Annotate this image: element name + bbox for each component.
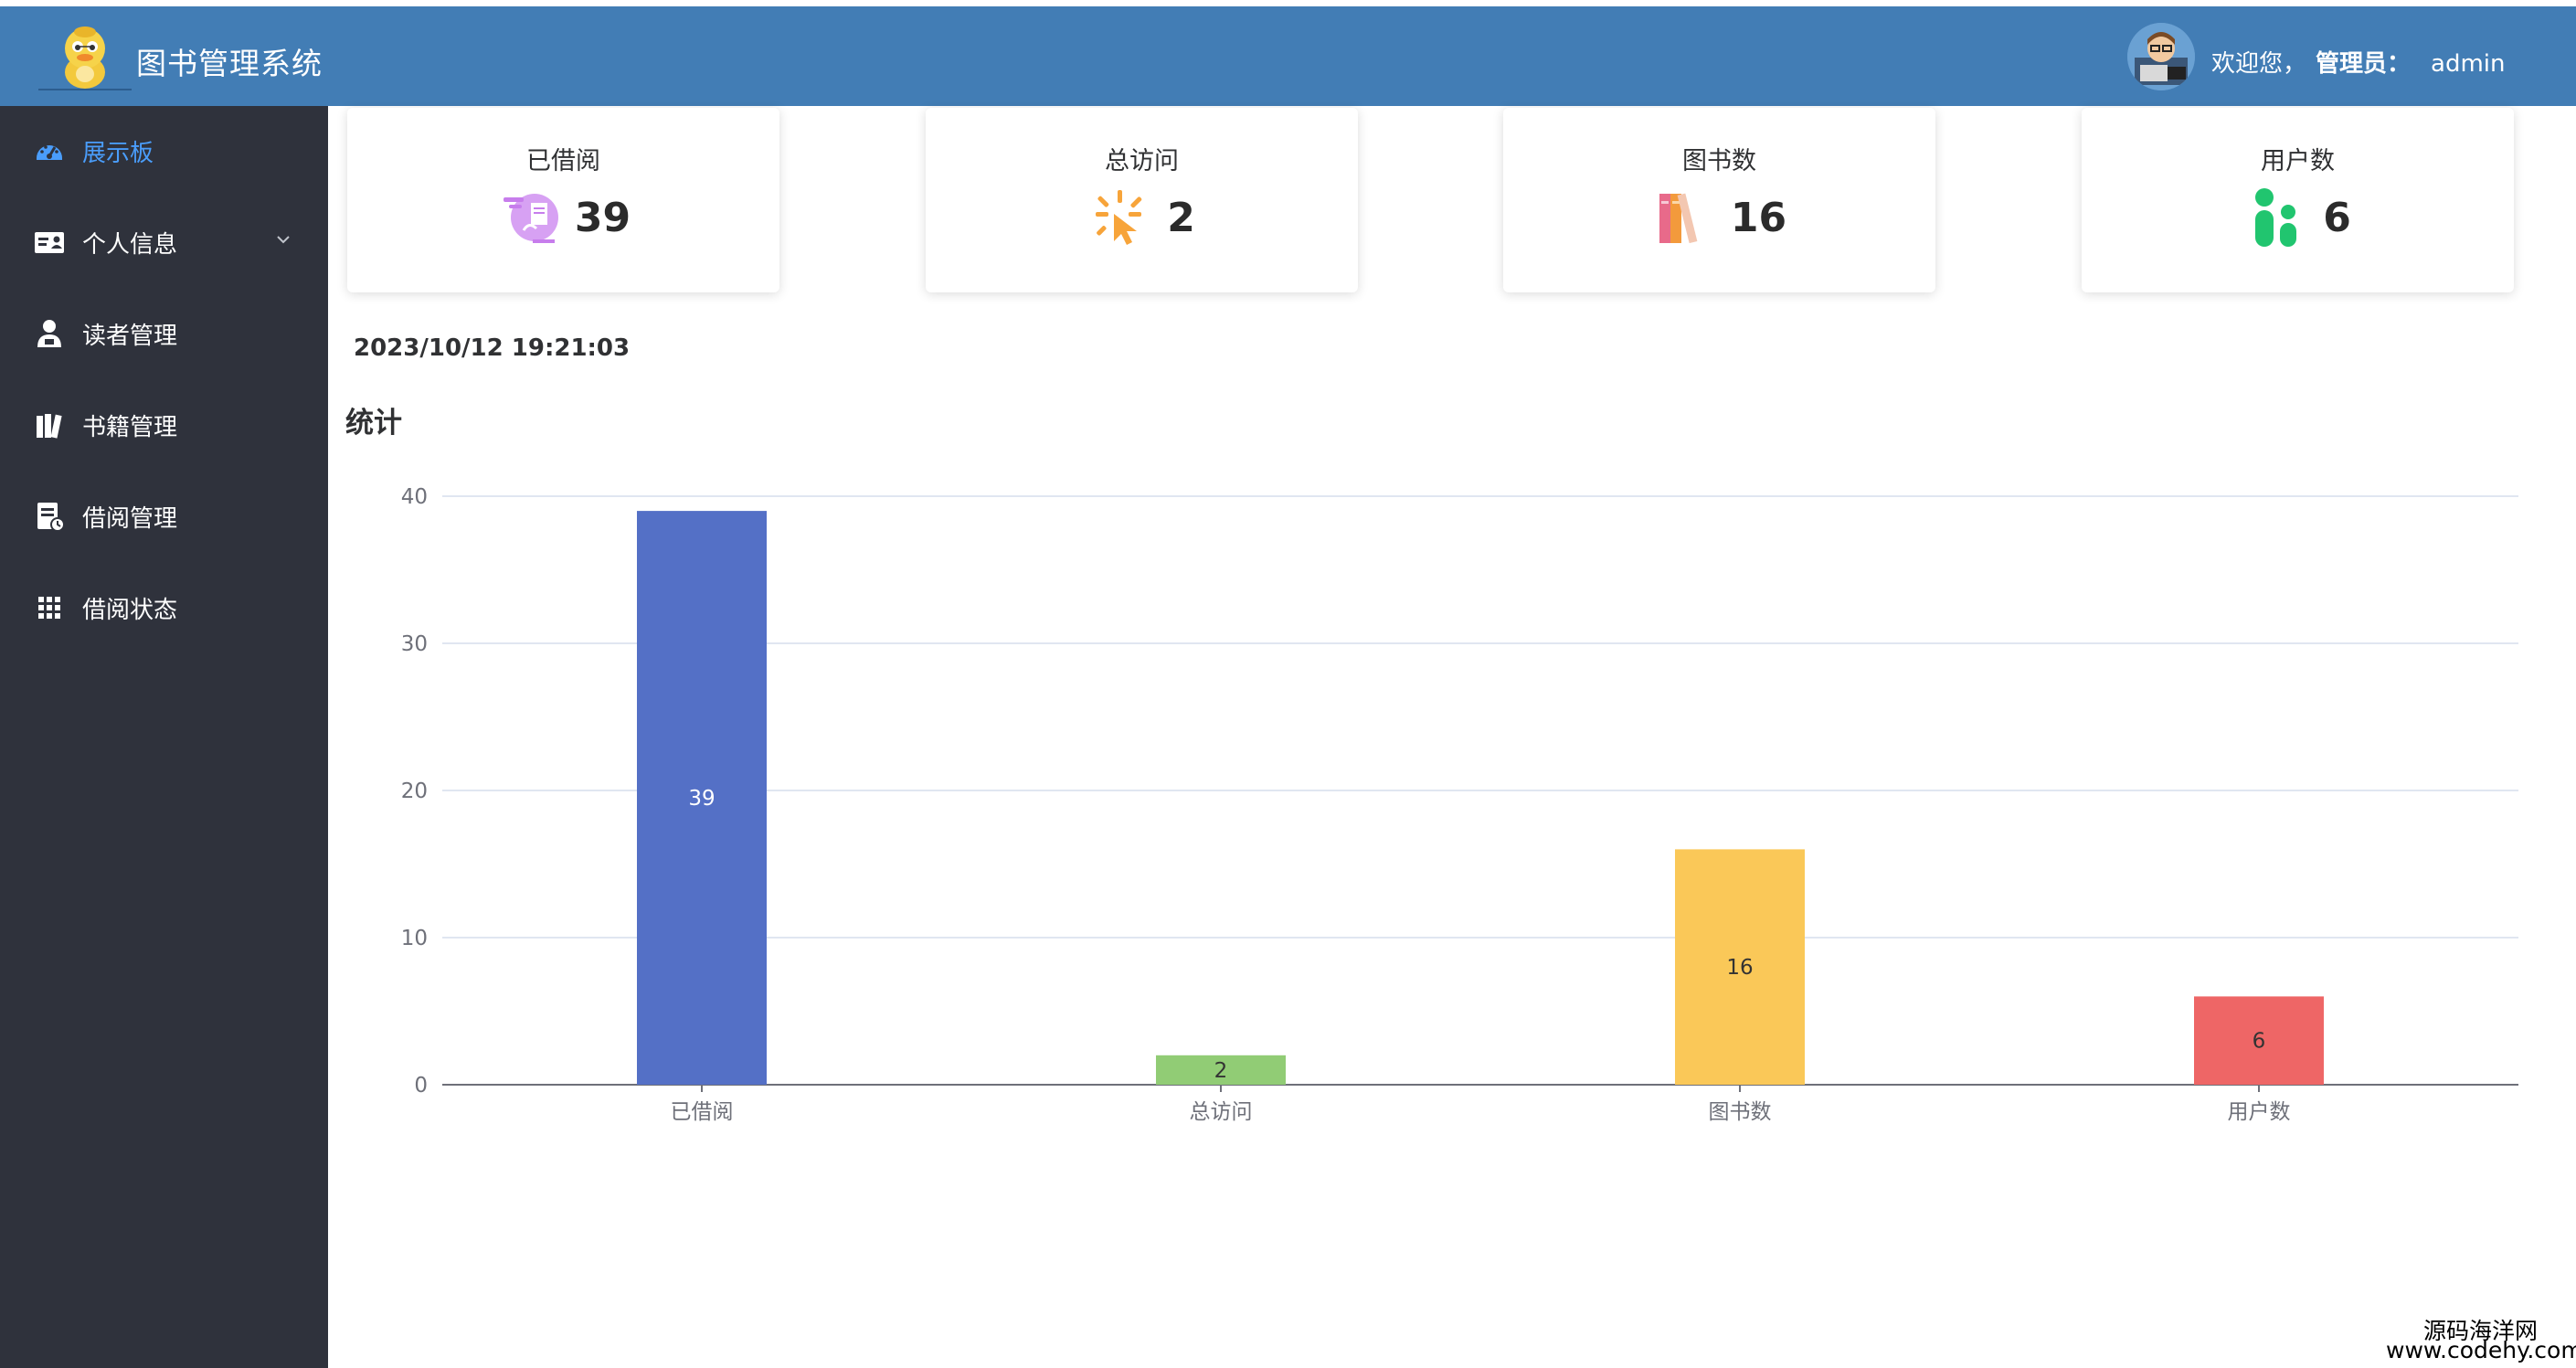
user-avatar[interactable] — [2127, 23, 2195, 90]
role-label: 管理员： — [2316, 50, 2412, 78]
grid-icon — [38, 597, 60, 619]
stat-card-books: 图书数 16 — [1503, 108, 1935, 292]
top-header: 图书管理系统 欢迎您， 管理员： admin — [0, 6, 2576, 106]
sidebar-item-readers[interactable]: 读者管理 — [0, 289, 328, 380]
x-tick-label: 图书数 — [1709, 1100, 1772, 1124]
watermark-site-name: 源码海洋网 — [2423, 1318, 2539, 1344]
stat-label: 已借阅 — [526, 147, 600, 175]
stat-label: 用户数 — [2261, 147, 2335, 175]
sidebar: 展示板 个人信息 读者管理 书籍管理 — [0, 106, 328, 1368]
sidebar-item-label: 借阅管理 — [82, 505, 178, 533]
current-datetime: 2023/10/12 19:21:03 — [354, 334, 631, 362]
avatar-icon — [2127, 23, 2195, 90]
welcome-text: 欢迎您， 管理员： admin — [2211, 45, 2506, 79]
sidebar-item-label: 书籍管理 — [82, 414, 178, 441]
sidebar-item-label: 展示板 — [82, 140, 154, 167]
stat-card-users: 用户数 6 — [2082, 108, 2514, 292]
stat-card-borrowed: 已借阅 39 — [347, 108, 779, 292]
bar — [1675, 849, 1805, 1085]
x-tick-label: 用户数 — [2228, 1100, 2291, 1124]
section-title: 统计 — [345, 407, 402, 440]
welcome-label: 欢迎您， — [2211, 50, 2307, 78]
stat-value: 16 — [1730, 194, 1787, 241]
chevron-down-icon[interactable] — [274, 230, 292, 249]
dashboard-icon — [37, 145, 62, 160]
stats-bar-chart: 0 10 20 30 40 39 已借阅 2 总访问 16 图书数 6 用户数 — [401, 485, 2518, 1124]
y-tick-label: 30 — [401, 632, 428, 656]
sidebar-item-label: 读者管理 — [82, 323, 178, 350]
logo-underline — [38, 89, 132, 90]
bar — [2194, 996, 2324, 1085]
click-icon — [1096, 190, 1142, 245]
x-tick-label: 已借阅 — [671, 1100, 734, 1124]
sidebar-item-dashboard[interactable]: 展示板 — [0, 106, 328, 197]
user-icon — [37, 320, 61, 347]
duck-logo-icon — [65, 27, 105, 89]
x-tick-label: 总访问 — [1190, 1100, 1253, 1124]
y-tick-label: 0 — [414, 1074, 428, 1098]
y-tick-label: 40 — [401, 485, 428, 509]
y-tick-label: 20 — [401, 779, 428, 803]
bar — [637, 511, 767, 1085]
sidebar-item-label: 借阅状态 — [82, 597, 178, 624]
username[interactable]: admin — [2431, 50, 2506, 78]
users-icon — [2255, 188, 2297, 247]
bar — [1156, 1055, 1286, 1085]
data-label: 39 — [688, 787, 715, 811]
sidebar-item-status[interactable]: 借阅状态 — [0, 563, 328, 654]
stat-value: 2 — [1167, 194, 1195, 241]
borrowed-icon — [503, 194, 558, 243]
data-label: 16 — [1726, 956, 1753, 980]
watermark-url: www.codehy.com — [2386, 1337, 2576, 1363]
sidebar-item-borrow[interactable]: 借阅管理 — [0, 472, 328, 563]
sidebar-item-label: 个人信息 — [82, 231, 178, 259]
sidebar-item-profile[interactable]: 个人信息 — [0, 197, 328, 289]
id-card-icon — [35, 232, 64, 253]
stat-label: 总访问 — [1105, 147, 1179, 175]
books-icon — [37, 414, 62, 439]
data-label: 6 — [2253, 1030, 2266, 1054]
borrow-record-icon — [37, 503, 65, 532]
stat-card-visits: 总访问 2 — [926, 108, 1358, 292]
app-title: 图书管理系统 — [136, 46, 323, 81]
stat-label: 图书数 — [1682, 147, 1756, 175]
data-label: 2 — [1214, 1059, 1228, 1083]
stat-value: 39 — [574, 194, 631, 241]
sidebar-item-books[interactable]: 书籍管理 — [0, 380, 328, 472]
y-tick-label: 10 — [401, 927, 428, 950]
stat-value: 6 — [2323, 194, 2351, 241]
books-color-icon — [1659, 193, 1698, 244]
